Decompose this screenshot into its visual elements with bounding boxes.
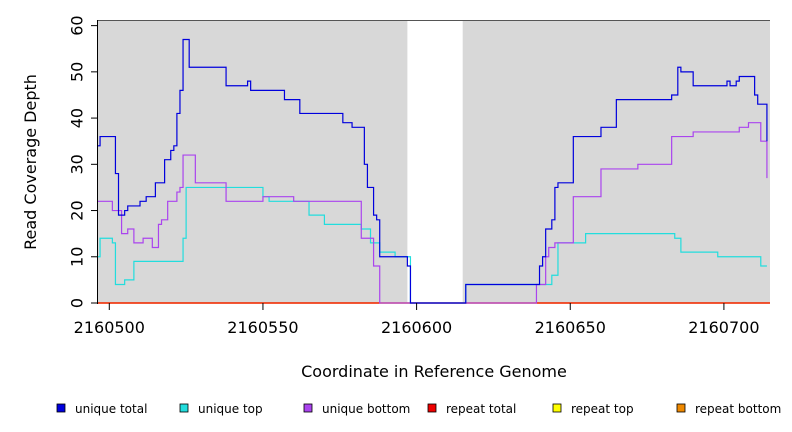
y-tick-label: 60 (68, 15, 87, 35)
legend: unique total unique top unique bottom repea… (56, 402, 781, 416)
x-tick-label: 2160500 (74, 318, 145, 337)
legend-label: repeat top (571, 402, 634, 416)
y-tick-label: 10 (68, 247, 87, 267)
y-axis: 0 10 20 30 40 50 60 (68, 15, 97, 308)
legend-swatch (303, 403, 313, 413)
uncovered-region (407, 21, 463, 303)
series-line-unique-bottom (97, 122, 768, 304)
x-axis-title: Coordinate in Reference Genome (301, 362, 567, 381)
y-tick-label: 50 (68, 62, 87, 82)
y-tick-label: 0 (68, 298, 87, 308)
legend-swatch (552, 403, 562, 413)
series-layer (97, 38, 770, 304)
x-tick-label: 2160600 (381, 318, 452, 337)
y-tick-label: 20 (68, 200, 87, 220)
legend-label: repeat bottom (695, 402, 781, 416)
series-line-unique-total (97, 38, 768, 304)
x-tick-label: 2160650 (535, 318, 606, 337)
legend-swatch (427, 403, 437, 413)
y-axis-title: Read Coverage Depth (21, 74, 40, 250)
y-tick-label: 40 (68, 108, 87, 128)
x-tick-label: 2160700 (688, 318, 759, 337)
x-tick-label: 2160550 (227, 318, 298, 337)
legend-label: repeat total (446, 402, 516, 416)
series-line-unique-top (97, 186, 767, 304)
legend-label: unique top (198, 402, 263, 416)
legend-swatch (179, 403, 189, 413)
legend-swatch (56, 403, 66, 413)
legend-label: unique bottom (322, 402, 410, 416)
x-axis: 2160500 2160550 2160600 2160650 2160700 (74, 303, 760, 337)
legend-swatch (676, 403, 686, 413)
y-tick-label: 30 (68, 154, 87, 174)
legend-label: unique total (75, 402, 147, 416)
